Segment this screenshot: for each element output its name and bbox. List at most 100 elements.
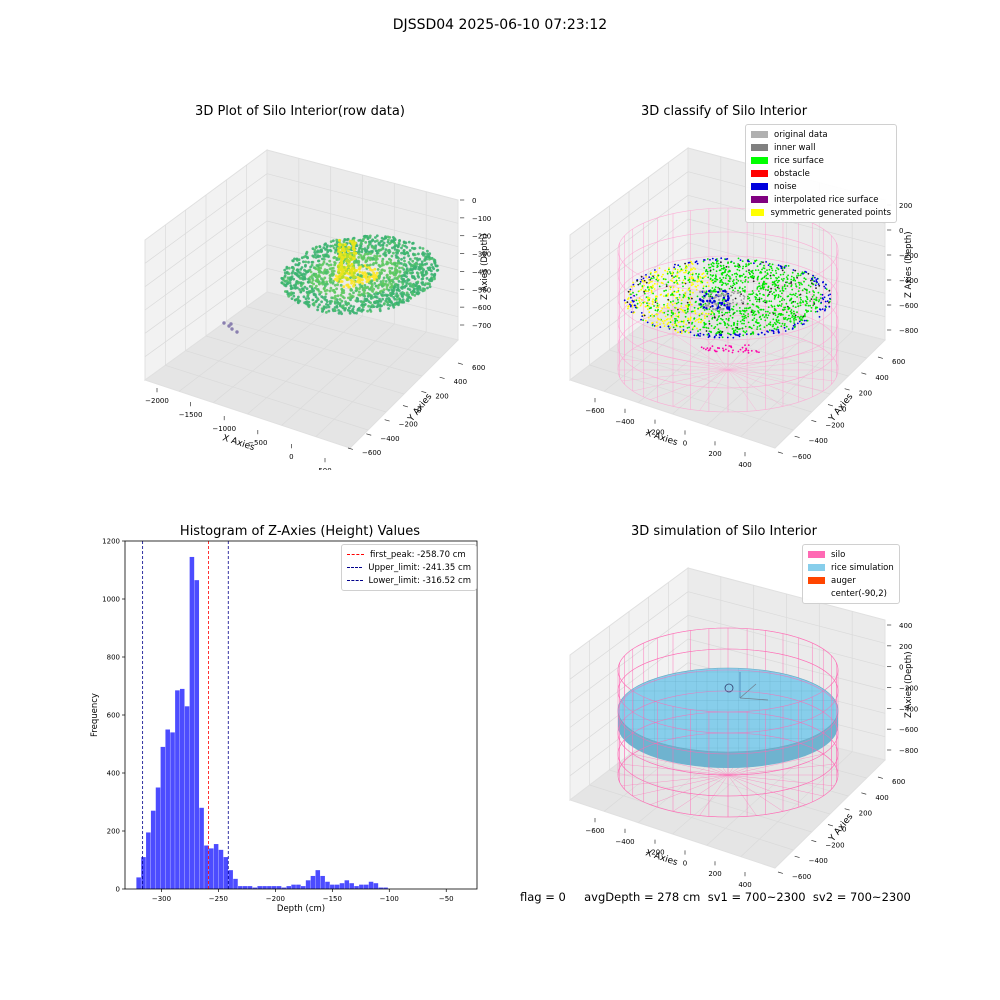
data-point	[675, 291, 678, 294]
data-point	[648, 276, 651, 278]
data-point	[336, 294, 340, 298]
data-point	[673, 281, 676, 284]
data-point	[374, 261, 378, 265]
histogram-bar	[136, 877, 141, 889]
data-point	[347, 306, 351, 310]
data-point	[744, 314, 747, 317]
x-tick-label: 0	[683, 859, 687, 867]
z-tick-label: −200	[899, 685, 918, 693]
data-point	[300, 256, 304, 260]
data-point	[324, 284, 327, 288]
data-point	[724, 344, 727, 347]
data-point	[815, 279, 818, 281]
data-point	[642, 319, 644, 321]
z-tick-label: −100	[472, 215, 491, 223]
data-point	[354, 299, 358, 302]
outlier-point	[222, 321, 226, 325]
data-point	[701, 281, 704, 284]
data-point	[641, 286, 644, 289]
data-point	[384, 280, 388, 283]
y-tick-label: 400	[875, 794, 888, 802]
data-point	[671, 277, 674, 279]
data-point	[294, 263, 298, 267]
data-point	[682, 321, 685, 324]
data-point	[688, 326, 690, 329]
data-point	[758, 290, 760, 293]
data-point	[784, 330, 787, 332]
data-point	[310, 260, 314, 264]
data-point	[787, 328, 790, 331]
data-point	[718, 312, 720, 314]
y-tick-label: −200	[825, 421, 844, 429]
panel1-axes-box	[143, 149, 459, 449]
data-point	[747, 313, 750, 315]
legend-item-auger: auger	[808, 574, 894, 587]
data-point	[312, 302, 316, 305]
data-point	[393, 248, 397, 251]
data-point	[324, 295, 327, 299]
data-point	[727, 319, 730, 322]
data-point	[292, 284, 296, 287]
data-point	[702, 303, 705, 306]
data-point	[732, 299, 734, 301]
data-point	[643, 284, 645, 287]
data-point	[813, 301, 815, 303]
silo-spoke	[650, 774, 729, 805]
data-point	[810, 306, 813, 309]
data-point	[639, 304, 642, 307]
y-tick-label: 0	[842, 826, 846, 834]
data-point	[345, 278, 349, 282]
data-point	[747, 349, 750, 352]
data-point	[381, 259, 384, 263]
data-point	[640, 288, 643, 291]
data-point	[731, 274, 734, 276]
data-point	[760, 271, 763, 274]
data-point	[821, 297, 824, 300]
data-point	[728, 270, 731, 273]
data-point	[765, 261, 767, 263]
data-point	[402, 256, 406, 260]
data-point	[707, 263, 710, 266]
data-point	[803, 271, 806, 274]
data-point	[789, 299, 791, 302]
data-point	[636, 279, 638, 282]
data-point	[332, 246, 336, 250]
data-point	[393, 245, 397, 248]
data-point	[416, 287, 420, 291]
data-point	[727, 271, 730, 273]
data-point	[338, 238, 342, 242]
data-point	[730, 346, 733, 349]
data-point	[699, 332, 702, 335]
data-point	[771, 305, 774, 308]
silo-spoke	[727, 348, 824, 371]
data-point	[742, 265, 745, 268]
data-point	[359, 244, 363, 248]
data-point	[703, 267, 706, 269]
histogram-bar	[184, 706, 190, 889]
data-point	[709, 306, 712, 308]
data-point	[753, 317, 756, 320]
data-point	[363, 284, 367, 287]
data-point	[758, 298, 761, 301]
data-point	[796, 322, 799, 325]
data-point	[792, 293, 795, 296]
data-point	[340, 247, 344, 251]
data-point	[345, 259, 349, 263]
data-point	[374, 284, 378, 288]
data-point	[423, 252, 426, 256]
data-point	[672, 313, 674, 315]
data-point	[296, 268, 299, 272]
data-point	[400, 266, 404, 270]
data-point	[754, 259, 756, 262]
data-point	[730, 325, 733, 327]
data-point	[758, 285, 761, 288]
data-point	[689, 269, 692, 272]
legend-swatch	[751, 144, 768, 151]
data-point	[373, 275, 377, 279]
data-point	[395, 264, 399, 268]
data-point	[732, 279, 735, 281]
data-point	[315, 284, 318, 288]
data-point	[682, 329, 685, 331]
data-point	[708, 330, 711, 333]
y-tick-label: 400	[454, 378, 467, 386]
